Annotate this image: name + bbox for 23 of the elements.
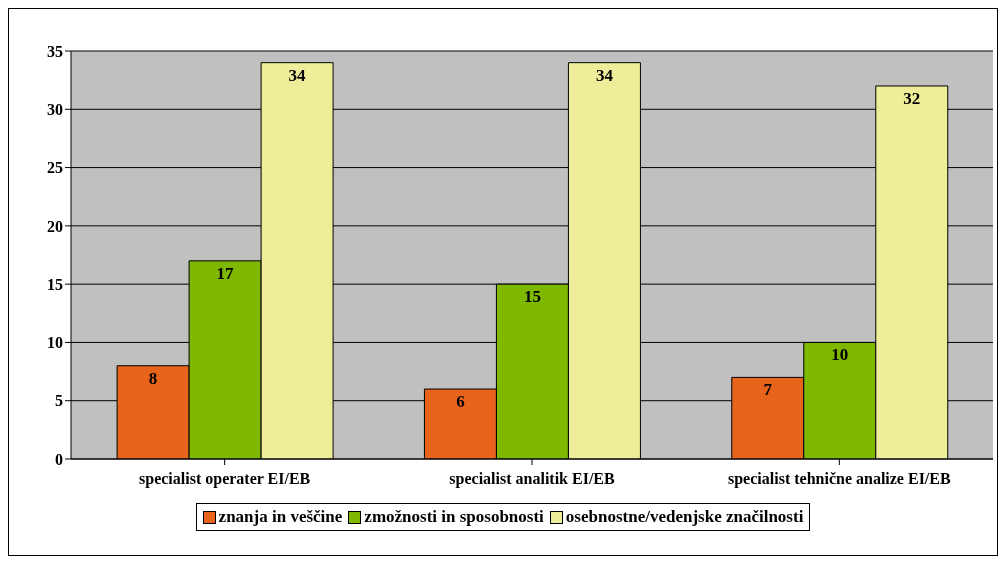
data-label: 17 <box>216 263 235 283</box>
legend-label: osebnostne/vedenjske značilnosti <box>564 507 804 527</box>
data-label: 15 <box>523 287 541 307</box>
data-label: 32 <box>903 89 921 109</box>
y-tick-label: 20 <box>47 217 63 235</box>
data-label: 8 <box>148 368 158 388</box>
x-tick-label: specialist operater EI/EB <box>139 470 311 489</box>
y-tick-label: 35 <box>47 42 63 60</box>
data-label: 7 <box>763 380 773 400</box>
y-tick-label: 0 <box>55 450 63 468</box>
data-label: 10 <box>831 345 849 365</box>
data-label: 6 <box>456 392 465 412</box>
y-tick-label: 5 <box>55 392 63 410</box>
y-tick-label: 30 <box>47 100 63 118</box>
y-tick-label: 10 <box>47 334 63 352</box>
legend-label: znanja in veščine <box>217 507 343 527</box>
data-label: 34 <box>595 65 614 85</box>
legend-label: zmožnosti in sposobnosti <box>363 507 544 527</box>
y-tick-label: 25 <box>47 159 63 177</box>
data-label: 34 <box>288 65 307 85</box>
x-tick-label: specialist tehnične analize EI/EB <box>728 470 951 489</box>
y-tick-label: 15 <box>47 275 63 293</box>
x-tick-label: specialist analitik EI/EB <box>449 470 616 489</box>
